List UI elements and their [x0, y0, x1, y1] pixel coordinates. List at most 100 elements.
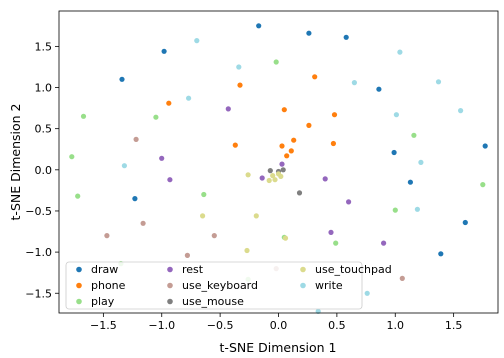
legend-label-draw: draw: [91, 263, 118, 276]
point-draw: [438, 251, 444, 257]
point-play: [80, 113, 87, 119]
y-tick-label: 1.5: [35, 40, 53, 53]
point-rest: [159, 155, 165, 161]
point-use-touchpad: [266, 177, 272, 184]
point-rest: [346, 199, 352, 205]
legend-marker-draw: [76, 266, 82, 273]
point-draw: [256, 23, 262, 29]
point-rest: [167, 177, 173, 183]
point-play: [411, 132, 417, 138]
legend-marker-use-mouse: [167, 298, 173, 305]
legend-marker-play: [76, 298, 82, 305]
point-use-touchpad: [282, 235, 289, 241]
point-draw: [119, 76, 125, 82]
point-write: [364, 290, 370, 296]
y-axis-label: t-SNE Dimension 2: [8, 104, 23, 221]
point-use-mouse: [280, 167, 286, 173]
x-tick-label: 1.5: [445, 319, 463, 332]
point-phone: [306, 122, 312, 128]
point-use-keyboard: [399, 275, 405, 281]
point-use-touchpad: [278, 173, 284, 179]
legend-marker-rest: [167, 266, 173, 273]
point-phone: [291, 137, 297, 143]
point-write: [458, 108, 464, 114]
point-rest: [225, 106, 231, 112]
point-write: [351, 80, 357, 86]
point-write: [397, 49, 403, 55]
legend-label-phone: phone: [91, 279, 126, 292]
x-tick-label: −1.5: [90, 319, 117, 332]
point-draw: [462, 219, 468, 226]
point-use-touchpad: [270, 173, 276, 179]
legend-marker-use-touchpad: [300, 266, 306, 273]
point-use-keyboard: [140, 220, 146, 226]
legend-label-play: play: [91, 295, 115, 308]
point-write: [393, 112, 399, 118]
point-write: [236, 64, 242, 70]
point-rest: [259, 175, 265, 181]
point-draw: [376, 86, 382, 92]
point-rest: [328, 229, 334, 235]
legend-label-rest: rest: [182, 263, 204, 276]
point-phone: [331, 112, 338, 118]
point-use-keyboard: [133, 136, 139, 142]
point-rest: [381, 240, 387, 246]
y-tick-label: −1.5: [25, 287, 52, 300]
legend-label-use-touchpad: use_touchpad: [315, 263, 392, 276]
point-play: [69, 154, 75, 160]
point-use-keyboard: [211, 233, 217, 239]
point-play: [153, 114, 159, 120]
point-use-keyboard: [104, 233, 110, 239]
x-tick-label: −1.0: [148, 319, 175, 332]
point-play: [201, 191, 207, 198]
y-tick-label: −0.5: [25, 205, 52, 218]
point-write: [121, 163, 127, 169]
point-use-touchpad: [245, 172, 251, 178]
point-play: [333, 240, 339, 246]
point-use-touchpad: [272, 177, 278, 183]
point-play: [392, 207, 398, 213]
point-write: [435, 79, 442, 85]
point-draw: [482, 143, 488, 149]
point-draw: [161, 48, 167, 54]
point-play: [480, 182, 486, 188]
y-tick-label: 0.5: [35, 123, 53, 136]
x-tick-label: −0.5: [207, 319, 234, 332]
point-rest: [279, 161, 285, 167]
point-phone: [284, 153, 290, 159]
point-draw: [407, 179, 413, 185]
point-use-mouse: [267, 168, 273, 174]
point-use-mouse: [296, 190, 303, 196]
point-play: [75, 193, 81, 199]
point-phone: [288, 148, 294, 154]
data-points: [69, 23, 488, 314]
legend-marker-phone: [76, 282, 82, 289]
legend-box: [65, 261, 363, 310]
point-draw: [132, 196, 138, 202]
point-use-keyboard: [184, 252, 190, 258]
y-tick-label: −1.0: [25, 246, 52, 259]
point-phone: [166, 100, 172, 106]
y-axis: −1.5 −1.0 −0.5 0.0 0.5 1.0 1.5: [25, 40, 59, 300]
point-phone: [279, 143, 285, 149]
point-draw: [391, 149, 397, 156]
point-use-touchpad: [200, 213, 206, 219]
point-draw: [343, 34, 349, 40]
point-use-touchpad: [253, 213, 259, 219]
legend: draw phone play rest use_keyboard use_mouse us…: [65, 261, 392, 310]
point-phone: [281, 107, 287, 113]
x-tick-label: 1.0: [387, 319, 405, 332]
point-write: [418, 159, 424, 165]
legend-marker-write: [300, 282, 306, 289]
point-use-touchpad: [244, 247, 250, 254]
x-tick-label: 0.0: [270, 319, 288, 332]
x-tick-label: 0.5: [328, 319, 346, 332]
legend-label-use-keyboard: use_keyboard: [182, 279, 258, 292]
legend-label-write: write: [315, 279, 343, 292]
point-draw: [306, 30, 312, 36]
point-phone: [330, 140, 336, 147]
x-axis-label: t-SNE Dimension 1: [220, 340, 337, 355]
point-phone: [312, 74, 318, 80]
